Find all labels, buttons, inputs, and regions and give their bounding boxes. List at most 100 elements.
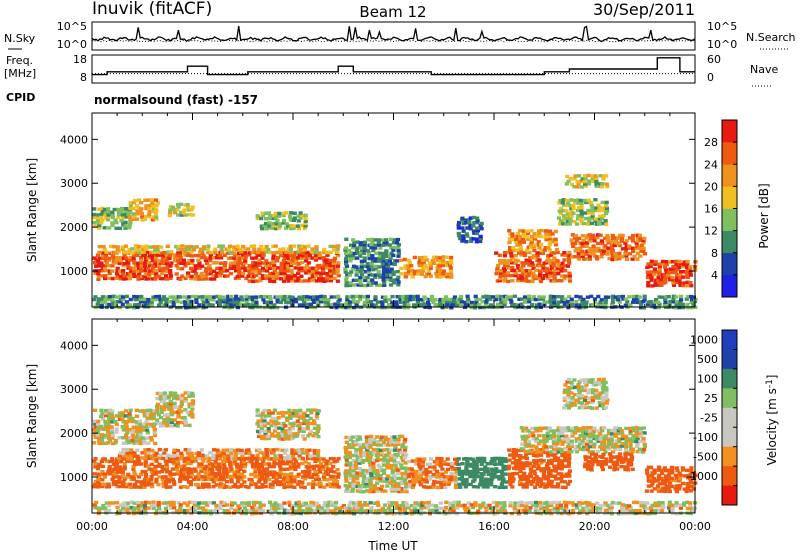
data-cell [669,465,675,470]
data-cell [437,303,442,307]
data-cell [328,244,333,249]
data-cell [97,245,102,249]
data-cell [535,256,540,260]
data-cell [176,258,181,263]
data-cell [100,478,105,482]
data-cell [172,405,177,409]
data-cell [196,263,201,268]
data-cell [276,266,281,270]
data-cell [416,272,421,276]
data-cell [553,240,558,244]
data-cell [328,469,333,473]
data-cell [268,271,273,276]
data-cell [532,245,537,249]
data-cell [183,421,189,425]
data-cell [577,236,582,241]
data-cell [232,256,237,260]
data-cell [311,271,316,275]
data-cell [100,266,105,271]
data-cell [191,248,197,252]
data-cell [385,270,390,274]
data-cell [203,470,208,474]
data-cell [247,268,252,272]
data-cell [200,475,205,479]
data-cell [228,263,233,268]
data-cell [351,440,356,444]
data-cell [382,477,387,481]
data-cell [359,283,364,288]
data-cell [121,256,127,260]
data-cell [670,260,675,264]
data-cell [155,410,160,414]
data-cell [585,234,590,238]
data-cell [174,464,179,468]
data-cell [309,411,314,415]
data-cell [461,480,466,484]
data-cell [542,248,547,252]
data-cell [139,255,144,260]
data-cell [475,237,480,241]
data-cell [542,469,547,473]
data-cell [637,236,643,240]
data-cell [324,263,329,267]
data-cell [602,436,607,441]
power-x-ticks [91,113,696,307]
data-cell [552,454,557,458]
data-cell [187,405,192,409]
data-cell [531,266,536,271]
data-cell [211,464,216,468]
data-cell [376,273,381,277]
data-cell [334,480,340,484]
data-cell [271,214,276,218]
data-cell [537,246,542,250]
data-cell [566,305,571,310]
data-cell [293,467,298,471]
data-cell [527,444,532,448]
data-cell [496,264,501,268]
data-cell [507,464,512,468]
data-cell [674,295,679,299]
data-cell [197,295,202,299]
data-cell [445,475,450,479]
data-cell [530,238,535,242]
data-cell [127,417,132,421]
data-cell [371,248,376,253]
data-cell [539,461,544,465]
data-cell [566,459,571,463]
data-cell [283,274,288,278]
data-cell [623,452,628,456]
data-cell [499,469,504,473]
data-cell [393,484,398,488]
data-cell [604,200,609,205]
data-cell [602,440,607,444]
data-cell [519,447,524,451]
data-cell [630,236,635,241]
data-cell [354,453,359,458]
data-cell [403,487,408,491]
data-cell [536,240,541,244]
data-cell [232,251,237,255]
data-cell [531,453,536,458]
data-cell [122,451,127,456]
data-cell [445,272,450,276]
data-cell [564,429,569,433]
data-cell [601,442,606,446]
data-cell [179,258,184,262]
data-cell [552,485,557,489]
data-cell [634,432,639,436]
data-cell [300,213,305,218]
data-cell [301,429,306,433]
data-cell [129,477,134,482]
data-cell [392,460,397,465]
data-cell [260,274,266,278]
data-cell [153,198,159,202]
data-cell [591,431,596,436]
data-cell [134,408,139,412]
data-cell [638,426,643,430]
n-sky-line [91,25,696,43]
data-cell [140,250,145,255]
data-cell [134,439,139,443]
data-cell [511,456,516,460]
data-cell [410,485,415,490]
data-cell [121,420,126,424]
